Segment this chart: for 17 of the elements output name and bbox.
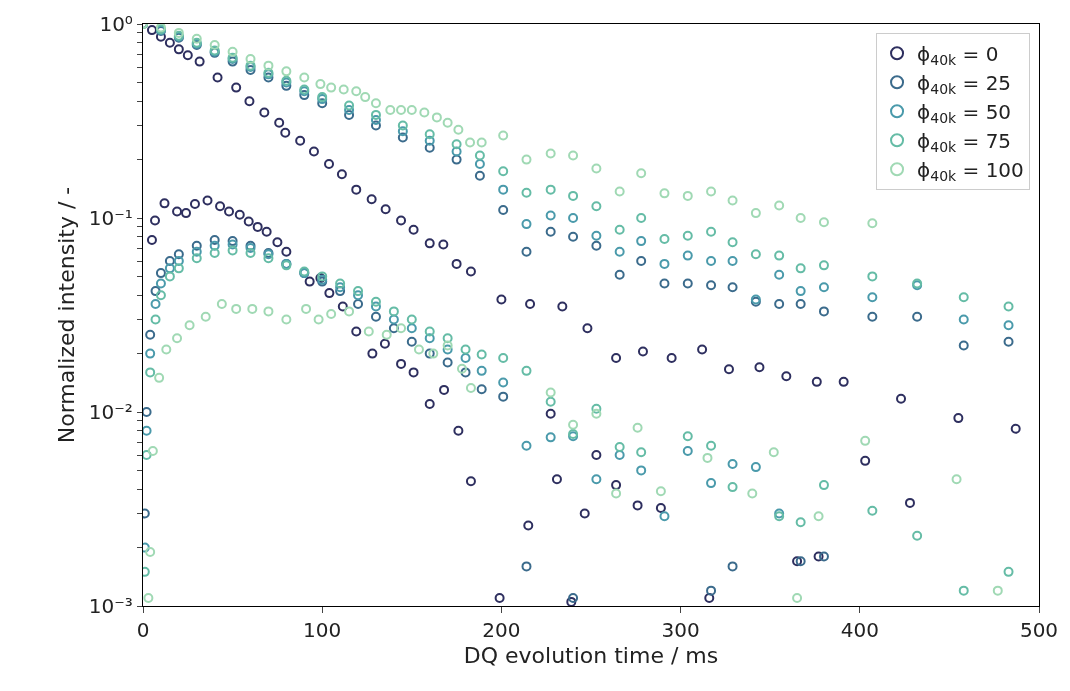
x-tick-label: 500 (1019, 618, 1059, 643)
y-tick-label: 10⁻¹ (88, 206, 133, 230)
y-tick-label: 10⁻³ (88, 594, 133, 618)
y-axis-title: Normalized intensity / - (53, 186, 79, 444)
x-tick-label: 100 (303, 618, 342, 643)
legend-label: ϕ$_{40k}$ = 0 (917, 42, 999, 69)
legend-label: ϕ$_{40k}$ = 50 (917, 100, 1012, 127)
x-tick-label: 400 (840, 618, 879, 643)
legend-label: ϕ$_{40k}$ = 75 (917, 129, 1012, 156)
x-tick-label: 0 (136, 618, 150, 643)
x-tick-label: 200 (482, 618, 521, 643)
legend-label: ϕ$_{40k}$ = 100 (917, 158, 1024, 185)
x-axis-title: DQ evolution time / ms (463, 643, 719, 668)
x-tick-label: 300 (661, 618, 700, 643)
legend-label: ϕ$_{40k}$ = 25 (917, 71, 1012, 98)
y-tick-label: 10⁰ (99, 12, 133, 36)
y-tick-label: 10⁻² (88, 400, 133, 424)
